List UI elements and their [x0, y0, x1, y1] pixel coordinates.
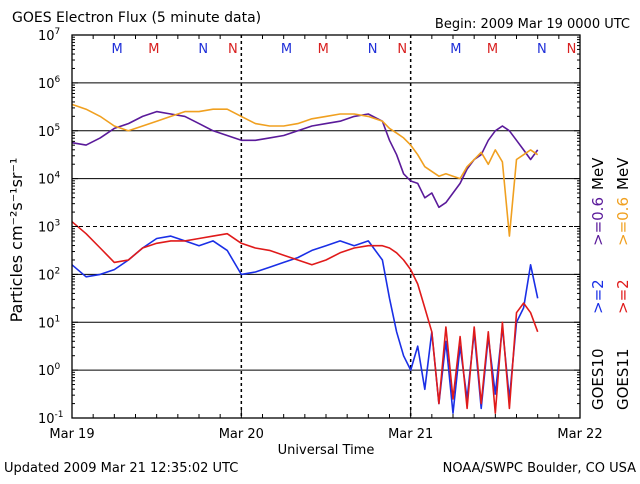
y-axis-label: Particles cm⁻²s⁻¹sr⁻¹ [7, 158, 26, 323]
y-tick-label: 101 [38, 314, 60, 331]
mn-marker-n: N [368, 42, 378, 57]
series-line-2 [71, 221, 539, 415]
mn-marker-m: M [281, 42, 292, 57]
y-tick-exponent: 4 [55, 171, 61, 181]
x-tick-label: Mar 21 [388, 427, 433, 442]
y-tick-exponent: 1 [55, 314, 61, 324]
y-tick-exponent: 7 [55, 27, 61, 37]
legend-blue-label: >=2 [589, 279, 607, 314]
series-lines [71, 103, 539, 415]
y-tick-exponent: 5 [55, 123, 61, 133]
x-tick-labels: Mar 19 Mar 20 Mar 21 Mar 22 [49, 35, 603, 442]
mn-marker-m: M [487, 42, 498, 57]
mn-marker-m: M [318, 42, 329, 57]
y-tick-label: 106 [38, 75, 61, 92]
legend-purple-label: >=0.6 [589, 197, 607, 246]
y-tick-exponent: -1 [55, 410, 64, 420]
y-tick-label: 103 [38, 219, 60, 236]
legend-orange-label: >=0.6 [614, 197, 632, 246]
y-tick-exponent: 6 [55, 75, 61, 85]
gridlines [72, 35, 580, 418]
footer-source: NOAA/SWPC Boulder, CO USA [443, 461, 636, 476]
mn-marker-n: N [397, 42, 407, 57]
y-tick-label: 10-1 [38, 410, 64, 427]
legend: GOES10 >=2 >=0.6 MeV GOES11 >=2 >=0.6 Me… [589, 157, 632, 410]
mn-marker-n: N [228, 42, 238, 57]
mn-marker-n: N [198, 42, 208, 57]
y-tick-label: 100 [38, 362, 61, 379]
x-tick-label: Mar 19 [49, 427, 94, 442]
y-tick-label: 104 [38, 171, 61, 188]
mn-marker-n: N [537, 42, 547, 57]
mn-marker-m: M [112, 42, 123, 57]
x-tick-label: Mar 20 [219, 427, 264, 442]
legend-goes11: GOES11 [614, 348, 632, 410]
chart-title: GOES Electron Flux (5 minute data) [12, 10, 261, 26]
x-axis-label: Universal Time [278, 443, 375, 458]
legend-mev-2: MeV [614, 157, 632, 190]
y-tick-exponent: 0 [55, 362, 61, 372]
legend-goes10: GOES10 [589, 348, 607, 410]
mn-marker-m: M [148, 42, 159, 57]
series-line-3 [71, 103, 539, 237]
y-tick-exponent: 3 [55, 219, 61, 229]
y-tick-label: 102 [38, 266, 60, 283]
y-tick-label: 107 [38, 27, 60, 44]
x-tick-label: Mar 22 [557, 427, 602, 442]
begin-label: Begin: 2009 Mar 19 0000 UTC [435, 17, 630, 32]
y-tick-label: 105 [38, 123, 60, 140]
legend-red-label: >=2 [614, 279, 632, 314]
legend-mev-1: MeV [589, 157, 607, 190]
mn-marker-m: M [450, 42, 461, 57]
y-tick-exponent: 2 [55, 266, 61, 276]
mn-marker-n: N [567, 42, 577, 57]
footer-updated: Updated 2009 Mar 21 12:35:02 UTC [4, 461, 238, 476]
